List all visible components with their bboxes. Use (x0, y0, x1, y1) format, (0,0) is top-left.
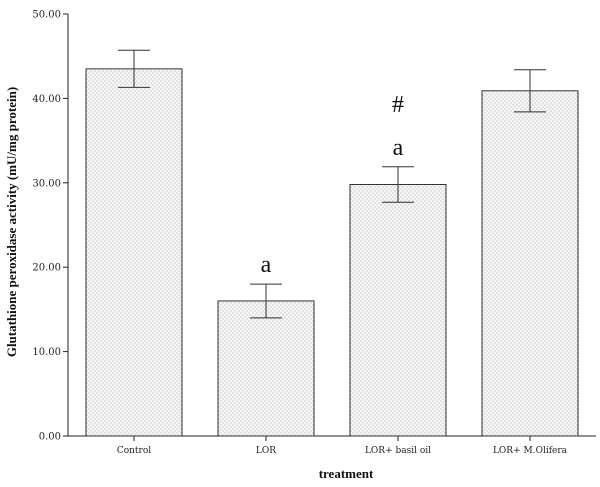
y-axis-title: Glutathione peroxidase activity (mU/mg p… (4, 87, 19, 357)
y-tick-label: 30.00 (32, 178, 61, 189)
y-axis: 0.00 10.00 20.00 30.00 40.00 50.00 (32, 10, 69, 443)
y-tick-label: 10.00 (32, 347, 61, 358)
x-tick-label: Control (117, 446, 151, 456)
x-tick-label: LOR (256, 446, 276, 456)
bars (85, 49, 579, 437)
y-tick-label: 50.00 (32, 10, 61, 21)
significance-label-a: a (393, 135, 404, 161)
y-tick-label: 40.00 (32, 94, 61, 105)
x-axis-title: treatment (319, 466, 374, 481)
significance-label-a: a (261, 252, 272, 278)
y-tick-label: 0.00 (39, 432, 61, 443)
bar-annotations: a a # (261, 92, 404, 278)
x-axis: Control LOR LOR+ basil oil LOR+ M.Olifera (68, 435, 596, 456)
y-tick-label: 20.00 (32, 263, 61, 274)
bar-lor-basil-oil (349, 183, 447, 437)
x-tick-label: LOR+ basil oil (365, 446, 431, 456)
significance-label-hash: # (392, 92, 404, 118)
x-tick-label: LOR+ M.Olifera (493, 446, 568, 456)
bar-lor (217, 300, 315, 437)
bar-control (85, 68, 183, 437)
bar-lor-m-olifera (481, 90, 579, 437)
